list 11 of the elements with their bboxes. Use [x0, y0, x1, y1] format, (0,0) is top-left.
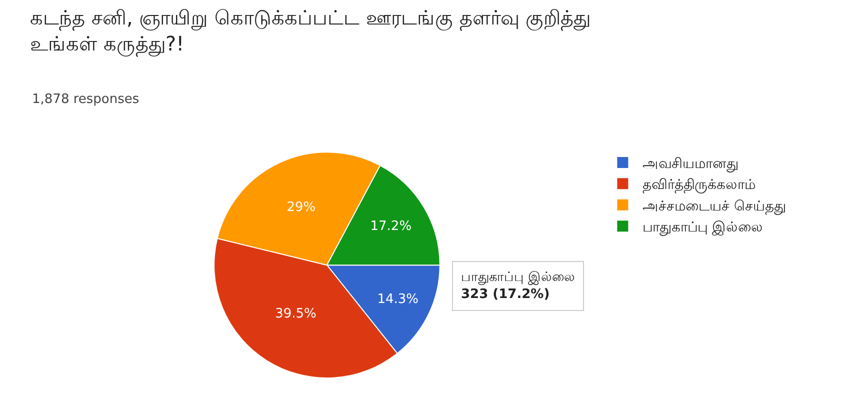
legend-label: தவிர்த்திருக்கலாம்: [642, 177, 756, 194]
text: பாதுகாப்பு இல்லை 323 (17.2%): [461, 270, 576, 302]
legend-label: அவசியமானது: [642, 156, 739, 172]
text: 1,878 responses: [32, 92, 140, 107]
data-label: 14.3%: [377, 292, 419, 307]
legend-label: பாதுகாப்பு இல்லை: [642, 220, 764, 236]
legend-label: அச்சமடையச் செய்தது: [642, 198, 786, 214]
data-label: 17.2%: [370, 219, 412, 234]
data-label: 39.5%: [275, 306, 316, 322]
data-label: 29%: [286, 200, 316, 216]
chart-title: கடந்த சனி, ஞாயிறு கொடுக்கப்பட்ட ஊரடங்கு தளர்வு குறித்து உங்கள் கருத்து?!: [30, 5, 591, 56]
